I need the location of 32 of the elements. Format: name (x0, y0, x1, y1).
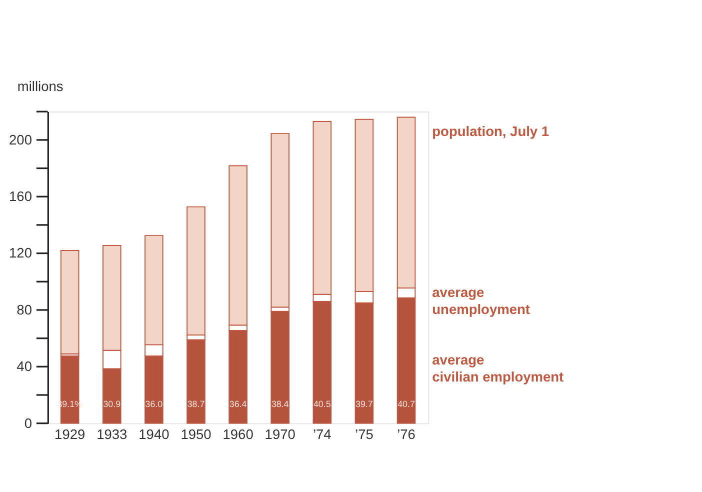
bar (186, 206, 206, 336)
annotation: 40.7 (398, 399, 415, 410)
bar (270, 133, 290, 308)
annotation: 38.4 (271, 399, 289, 410)
x-tick-label: 1960 (222, 427, 254, 442)
annotation: 40.5 (313, 399, 331, 410)
series-label: average unemployment (432, 285, 530, 318)
bar (186, 339, 206, 424)
series-label: population, July 1 (432, 124, 550, 139)
x-tick-label: 1940 (138, 427, 170, 442)
x-tick-label: 1929 (54, 427, 86, 442)
x-tick-label: ’76 (397, 427, 416, 442)
series-label: average civilian employment (432, 352, 564, 385)
y-tick-label: 80 (16, 302, 32, 318)
y-tick-label: 200 (9, 132, 32, 148)
annotation: 30.9 (103, 399, 121, 410)
x-tick-label: ’74 (312, 427, 332, 442)
x-tick-label: 1970 (264, 427, 296, 442)
y-tick-label: 40 (16, 359, 32, 374)
y-tick-label: 120 (9, 246, 32, 261)
annotation: 36.4 (229, 399, 247, 410)
bar (60, 250, 80, 354)
annotation: 36.0 (145, 399, 163, 410)
bar (270, 310, 290, 424)
x-tick-label: 1933 (96, 427, 128, 442)
annotation: 39.7 (356, 399, 373, 410)
annotation: 38.7 (187, 399, 205, 410)
y-tick-label: 160 (9, 189, 32, 204)
y-tick-label: 0 (24, 416, 32, 431)
y-axis-title: millions (17, 78, 64, 94)
x-tick-label: ’75 (355, 427, 374, 442)
x-tick-label: 1950 (180, 427, 212, 442)
